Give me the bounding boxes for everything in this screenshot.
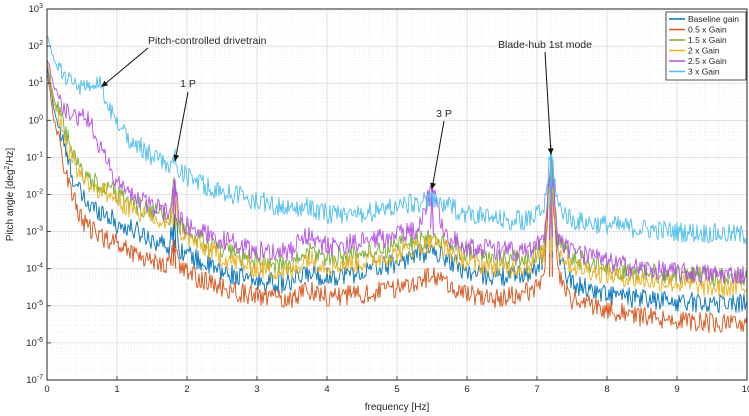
y-tick-exponent: -5	[37, 300, 43, 307]
annotation-arrow-line	[431, 120, 445, 190]
annotation-label: Blade-hub 1st mode	[498, 39, 592, 51]
legend-label: 1.5 x Gain	[688, 35, 727, 45]
major-gridlines	[46, 8, 748, 381]
y-tick-exponent: -6	[37, 337, 43, 344]
y-tick-exponent: -7	[37, 374, 43, 381]
y-tick-label: 101	[29, 77, 44, 89]
x-tick-label: 10	[742, 384, 749, 395]
legend-label: 2.5 x Gain	[688, 56, 727, 66]
x-tick-label: 2	[184, 384, 189, 395]
annotation-label: 3 P	[436, 108, 452, 120]
minor-gridlines	[47, 9, 747, 380]
y-tick-base: 10	[29, 4, 40, 15]
annotation-arrowhead	[547, 148, 554, 155]
y-tick-label: 10-6	[26, 337, 43, 349]
y-tick-exponent: -2	[37, 189, 43, 196]
y-tick-exponent: 1	[39, 77, 43, 84]
x-axis-ticks: 0 1 2 3 4 5 6 7 8 9 10	[44, 376, 749, 395]
y-tick-base: 10	[29, 115, 40, 126]
y-tick-base: 10	[26, 190, 37, 201]
y-tick-exponent: -4	[37, 263, 43, 270]
series-lines	[46, 35, 748, 334]
x-tick-label: 4	[324, 384, 329, 395]
annotation-label: 1 P	[180, 78, 196, 90]
series-line-2-5-x-gain	[46, 59, 748, 285]
annotation-arrow-line	[101, 47, 149, 88]
x-tick-label: 7	[534, 384, 539, 395]
y-tick-label: 10-5	[26, 300, 43, 312]
series-peak-baseline-gain	[172, 213, 177, 249]
y-tick-base: 10	[29, 78, 40, 89]
y-tick-label: 102	[29, 40, 44, 52]
y-tick-label: 10-4	[26, 263, 43, 275]
y-tick-exponent: 3	[39, 3, 43, 10]
annotation-arrow-line	[174, 91, 189, 162]
y-tick-exponent: 0	[39, 114, 43, 121]
x-tick-label: 5	[394, 384, 399, 395]
legend-label: 0.5 x Gain	[688, 25, 727, 35]
annotation-label: Pitch-controlled drivetrain	[148, 35, 267, 47]
x-axis-title: frequency [Hz]	[365, 402, 430, 413]
y-tick-base: 10	[26, 375, 37, 386]
y-axis-title-superscript: 2	[4, 165, 11, 169]
x-tick-label: 3	[254, 384, 259, 395]
y-tick-exponent: -1	[37, 151, 43, 158]
y-tick-base: 10	[26, 152, 37, 163]
y-tick-base: 10	[26, 301, 37, 312]
x-tick-label: 6	[464, 384, 469, 395]
series-line-3-x-gain	[46, 35, 748, 244]
annotation-arrowhead	[101, 80, 109, 87]
y-axis-title: Pitch angle [deg2/Hz]	[4, 148, 16, 242]
annotation-arrowhead	[430, 182, 436, 190]
y-tick-label: 10-3	[26, 226, 43, 238]
y-tick-exponent: 2	[39, 40, 43, 47]
y-tick-base: 10	[26, 338, 37, 349]
y-tick-base: 10	[29, 41, 40, 52]
y-tick-base: 10	[26, 227, 37, 238]
y-axis-title-main: Pitch angle [deg	[5, 169, 16, 241]
x-tick-label: 9	[674, 384, 679, 395]
y-tick-label: 10-1	[26, 151, 43, 163]
legend-box	[665, 11, 747, 81]
series-line-0-5-x-gain	[46, 73, 748, 334]
x-tick-label: 8	[604, 384, 609, 395]
annotations: Pitch-controlled drivetrain 1 P 3 P Blade-h…	[101, 35, 592, 190]
x-tick-label: 1	[114, 384, 119, 395]
y-tick-label: 10-7	[26, 374, 43, 386]
y-tick-exponent: -3	[37, 226, 43, 233]
legend-label: 2 x Gain	[688, 46, 720, 56]
y-tick-label: 100	[29, 114, 44, 126]
y-tick-label: 103	[29, 3, 44, 15]
series-peak-2-5-x-gain	[172, 179, 177, 221]
annotation-arrowhead	[173, 154, 180, 161]
y-axis-title-unit: /Hz]	[5, 148, 16, 166]
x-tick-label: 0	[44, 384, 49, 395]
y-tick-label: 10-2	[26, 189, 43, 201]
y-tick-base: 10	[26, 264, 37, 275]
legend-label: Baseline gain	[688, 14, 739, 24]
legend-label: 3 x Gain	[688, 67, 720, 77]
annotation-arrow-line	[544, 51, 552, 155]
